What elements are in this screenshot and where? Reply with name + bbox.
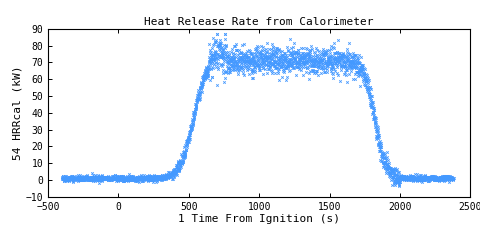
X-axis label: 1 Time From Ignition (s): 1 Time From Ignition (s): [178, 214, 340, 224]
Title: Heat Release Rate from Calorimeter: Heat Release Rate from Calorimeter: [144, 17, 374, 27]
Y-axis label: 54 HRRcal (kW): 54 HRRcal (kW): [13, 66, 23, 160]
